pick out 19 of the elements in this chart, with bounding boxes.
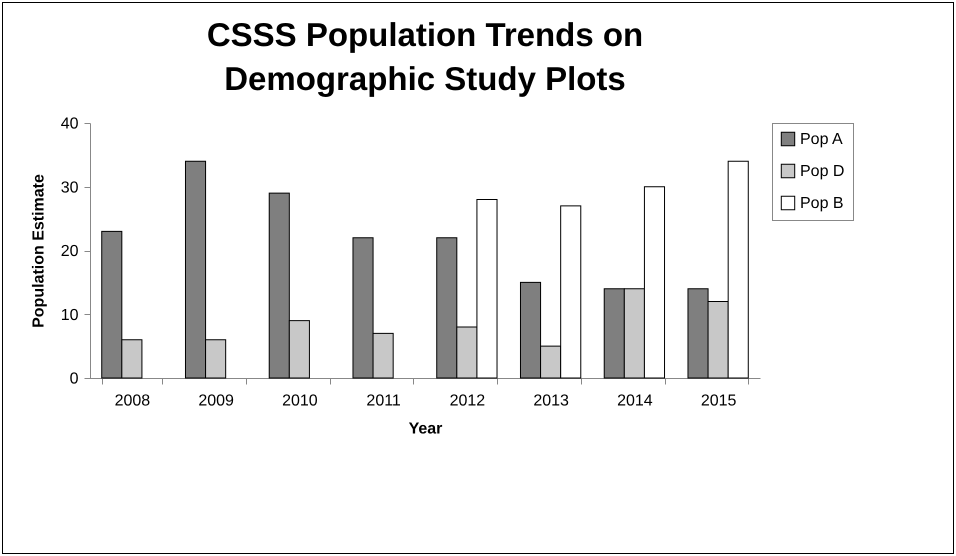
x-tick-label: 2011 [366, 392, 401, 410]
y-tick-label: 0 [70, 370, 79, 388]
chart-title: CSSS Population Trends on Demographic Study Plots [206, 16, 644, 97]
y-tick-label: 30 [60, 179, 79, 196]
x-tick-label: 2009 [198, 392, 234, 410]
y-tick-label: 40 [60, 116, 79, 132]
x-tick-label: 2015 [700, 392, 737, 410]
x-axis-title: Year [408, 420, 442, 438]
y-axis-title: Population Estimate [30, 174, 48, 328]
legend-label: Pop B [800, 195, 844, 212]
legend-label: Pop A [800, 131, 844, 148]
x-tick-label: 2008 [114, 392, 150, 410]
y-tick-label: 20 [60, 243, 79, 260]
y-tick-label: 10 [60, 306, 79, 324]
legend-label: Pop D [800, 163, 844, 180]
x-tick-label: 2013 [533, 392, 570, 410]
x-tick-label: 2012 [450, 392, 486, 410]
x-tick-label: 2014 [617, 392, 653, 410]
x-tick-label: 2010 [282, 392, 318, 410]
